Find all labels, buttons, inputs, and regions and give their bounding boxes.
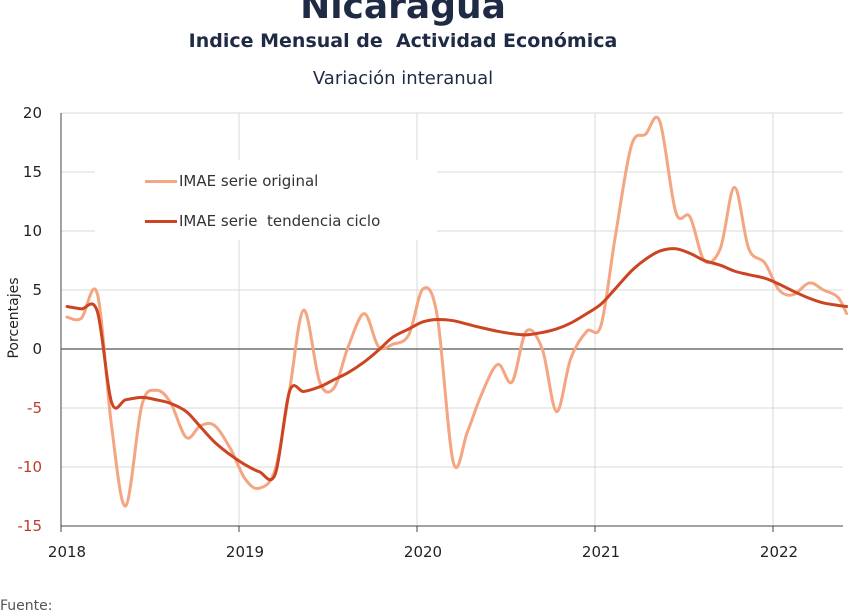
x-tick-label: 2022 [760, 543, 798, 561]
y-tick-label: 15 [23, 163, 42, 181]
axes [60, 113, 843, 532]
tick-labels: -15 -10 -5 0 5 10 15 20 2018 2019 2020 2021 2022 [18, 104, 799, 561]
x-tick-label: 2020 [404, 543, 442, 561]
x-tick-label: 2019 [226, 543, 264, 561]
chart-title: Nicaragua [300, 0, 506, 27]
y-tick-label: 5 [32, 281, 42, 299]
x-tick-label: 2021 [582, 543, 620, 561]
legend-label-original: IMAE serie original [179, 172, 319, 190]
source-note: Fuente: [0, 598, 53, 614]
series-lines [65, 115, 849, 508]
chart-subtitle: Indice Mensual de Actividad Económica [188, 30, 618, 52]
y-tick-label: -5 [27, 399, 42, 417]
y-tick-label: -15 [18, 517, 43, 535]
legend-label-trend: IMAE serie tendencia ciclo [179, 212, 381, 230]
legend-item-original: IMAE serie original [145, 172, 318, 190]
legend-item-trend: IMAE serie tendencia ciclo [145, 212, 380, 230]
series-line-trend [65, 247, 849, 482]
y-tick-label: 10 [23, 222, 42, 240]
legend-swatch-trend [145, 219, 177, 223]
y-tick-label: 0 [32, 340, 42, 358]
y-tick-label: 20 [23, 104, 42, 122]
x-tick-label: 2018 [48, 543, 86, 561]
chart-subtitle-2: Variación interanual [312, 68, 494, 89]
legend-swatch-original [145, 179, 177, 183]
y-tick-label: -10 [18, 458, 43, 476]
legend: IMAE serie original IMAE serie tendencia… [95, 160, 437, 240]
series-line-original [65, 115, 849, 508]
